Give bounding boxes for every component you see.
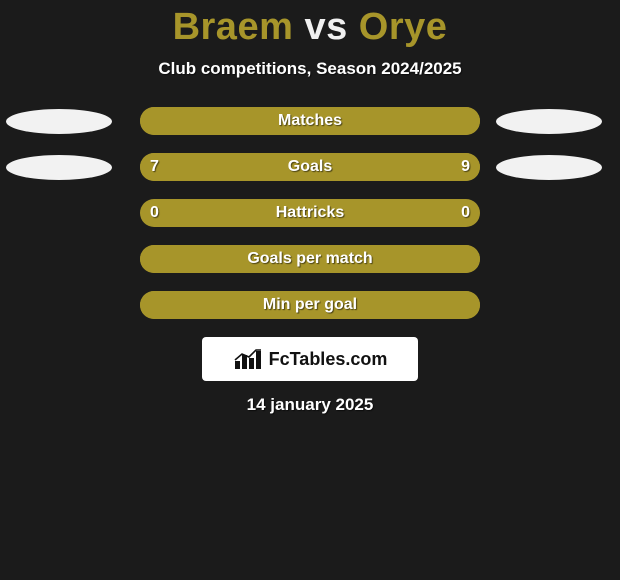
title-player1: Braem <box>173 6 294 48</box>
stat-bar-left-seg <box>140 107 480 135</box>
stat-bar-left-seg <box>140 245 480 273</box>
player2-ellipse <box>496 155 602 180</box>
stat-bar: Matches <box>140 107 480 135</box>
player1-ellipse <box>6 155 112 180</box>
date-text: 14 january 2025 <box>0 395 620 415</box>
stat-value-right: 0 <box>461 199 470 227</box>
stat-bar: 79Goals <box>140 153 480 181</box>
stat-rows: Matches 79Goals 0 0Hattricks Goals per match… <box>0 107 620 319</box>
stat-bar: 0 0Hattricks <box>140 199 480 227</box>
logo-text: FcTables.com <box>269 349 388 370</box>
stat-row: Min per goal <box>0 291 620 319</box>
stat-bar-right-seg <box>289 153 480 181</box>
bars-icon <box>233 347 263 371</box>
page-title: Braem vs Orye <box>0 6 620 49</box>
stat-row: 0 0Hattricks <box>0 199 620 227</box>
stat-row: Matches <box>0 107 620 135</box>
player2-ellipse <box>496 109 602 134</box>
stat-bar: Min per goal <box>140 291 480 319</box>
stat-value-left: 0 <box>150 199 159 227</box>
title-player2: Orye <box>359 6 448 48</box>
title-vs: vs <box>304 6 347 48</box>
stat-bar: Goals per match <box>140 245 480 273</box>
stat-bar-left-seg <box>140 153 289 181</box>
comparison-infographic: Braem vs Orye Club competitions, Season … <box>0 0 620 580</box>
stat-label: Hattricks <box>140 199 480 227</box>
stat-row: 79Goals <box>0 153 620 181</box>
subtitle: Club competitions, Season 2024/2025 <box>0 59 620 79</box>
player1-ellipse <box>6 109 112 134</box>
stat-row: Goals per match <box>0 245 620 273</box>
logo-box: FcTables.com <box>202 337 418 381</box>
stat-bar-left-seg <box>140 291 480 319</box>
